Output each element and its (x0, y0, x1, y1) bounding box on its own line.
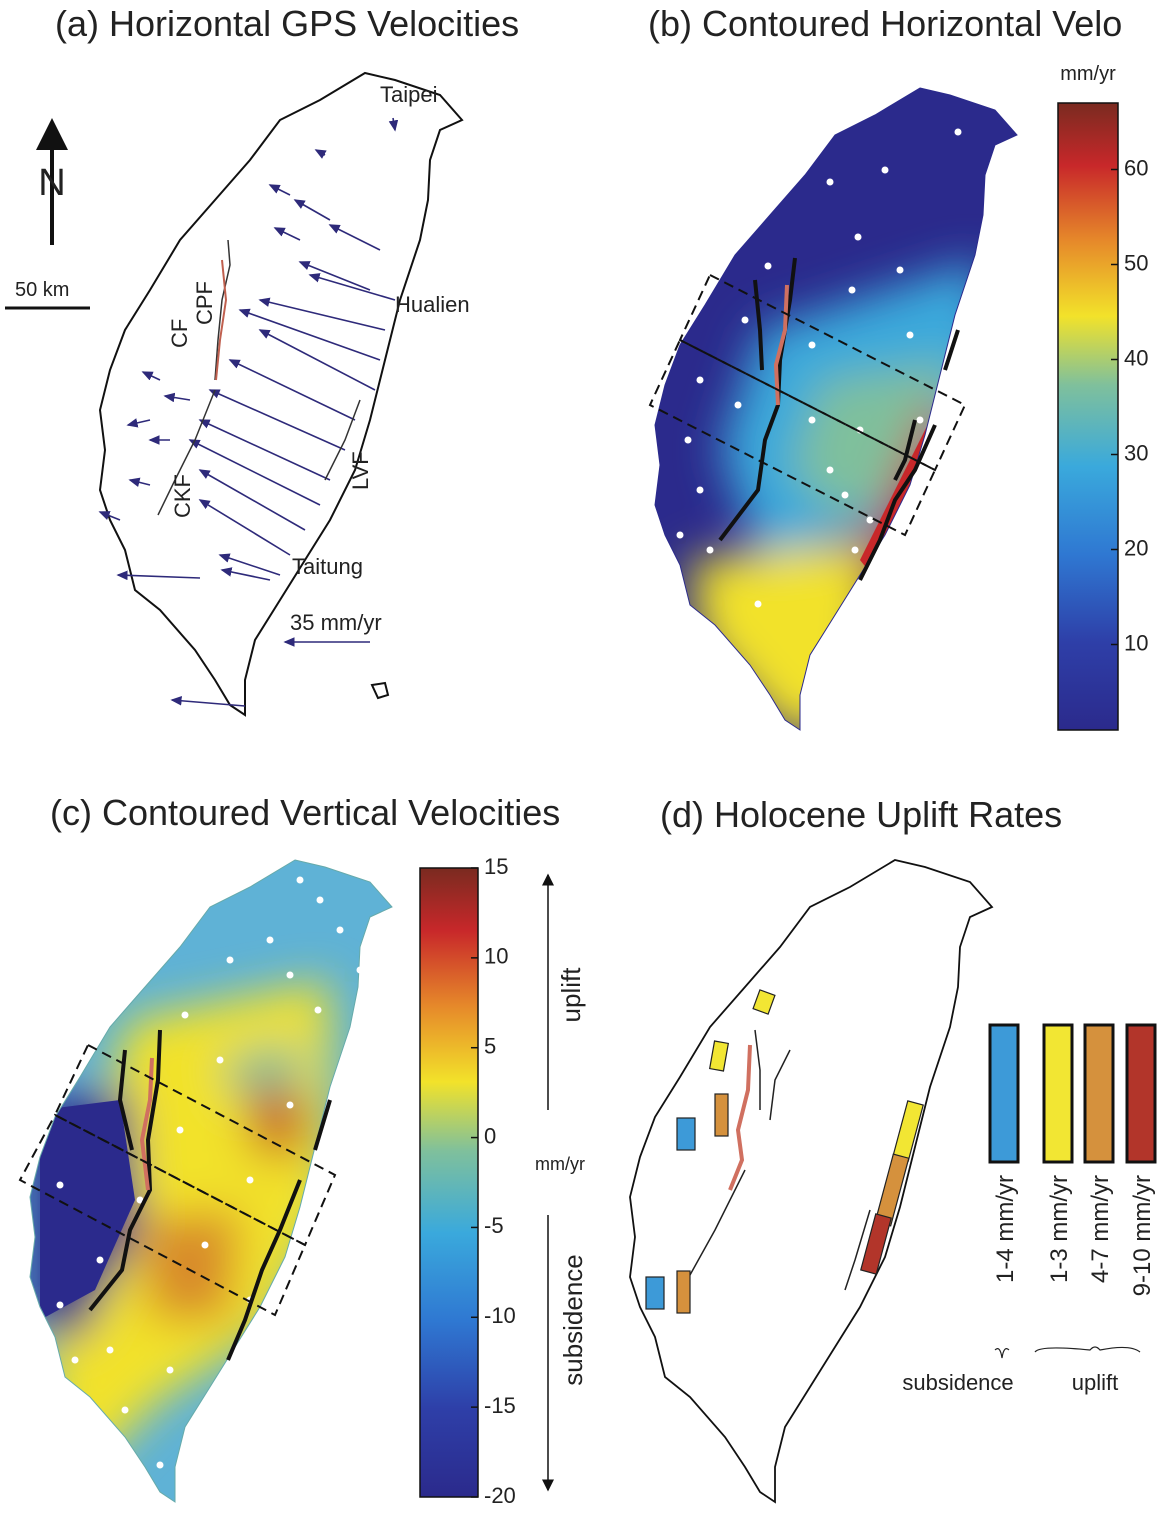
colorbar: 10 20 30 40 50 60 (1058, 103, 1148, 730)
fault-label: CPF (192, 281, 217, 325)
page: (a) Horizontal GPS Velocities N (0, 0, 1162, 1518)
panel-title: (d) Holocene Uplift Rates (660, 794, 1062, 835)
legend-label: 1-3 mm/yr (1046, 1175, 1073, 1283)
contour-map (640, 70, 1020, 760)
fault-line (216, 260, 226, 380)
colorbar-tick-label: 20 (1124, 535, 1148, 560)
place-label: Hualien (395, 292, 470, 317)
islet (372, 683, 388, 698)
place-label: Taitung (292, 554, 363, 579)
fault-label: CKF (170, 474, 195, 518)
place-label: Taipei (380, 82, 437, 107)
fault-line (730, 1045, 750, 1190)
colorbar-tick-label: 60 (1124, 155, 1148, 180)
legend: 1-4 mm/yr 1-3 mm/yr 4-7 mm/yr 9-10 mm/yr (990, 1025, 1156, 1296)
scale-label: 50 km (15, 279, 69, 301)
figure: (a) Horizontal GPS Velocities N (0, 0, 1162, 1518)
legend-label: 1-4 mm/yr (992, 1175, 1019, 1283)
panel-title: (c) Contoured Vertical Velocities (50, 792, 560, 833)
subsidence-label: subsidence (558, 1254, 588, 1386)
legend-swatch (1085, 1025, 1113, 1162)
legend-swatch (1127, 1025, 1155, 1162)
island-outline (630, 860, 992, 1502)
fault-label: LVF (348, 451, 373, 490)
legend-swatch (990, 1025, 1018, 1162)
fault-label: CF (167, 319, 192, 348)
colorbar-tick-label: 15 (484, 854, 508, 879)
colorbar-tick-label: -5 (484, 1213, 504, 1238)
island-outline (100, 73, 462, 715)
colorbar-tick-label: -10 (484, 1303, 516, 1328)
north-label: N (38, 162, 65, 204)
legend-braces (995, 1347, 1140, 1358)
legend-label: 9-10 mm/yr (1129, 1175, 1156, 1296)
panel-title: (a) Horizontal GPS Velocities (55, 3, 519, 44)
group-label: uplift (1072, 1370, 1118, 1395)
colorbar-tick-label: -20 (484, 1483, 516, 1508)
colorbar-tick-label: 40 (1124, 345, 1148, 370)
colorbar-unit: mm/yr (535, 1154, 585, 1174)
reference-label: 35 mm/yr (290, 610, 382, 635)
panel-title: (b) Contoured Horizontal Velo (648, 3, 1122, 44)
colorbar-tick-label: 50 (1124, 250, 1148, 275)
uplift-label: uplift (556, 967, 586, 1023)
colorbar-tick-label: -15 (484, 1393, 516, 1418)
colorbar-tick-label: 10 (484, 944, 508, 969)
legend-swatch (1044, 1025, 1072, 1162)
colorbar-tick-label: 5 (484, 1034, 496, 1059)
colorbar-unit: mm/yr (1060, 63, 1116, 85)
colorbar-tick-label: 0 (484, 1123, 496, 1148)
legend-label: 4-7 mm/yr (1087, 1175, 1114, 1283)
colorbar: 15 10 5 0 -5 -10 -15 -20 (420, 854, 516, 1508)
colorbar-tick-label: 30 (1124, 440, 1148, 465)
group-label: subsidence (902, 1370, 1013, 1395)
colorbar-tick-label: 10 (1124, 630, 1148, 655)
